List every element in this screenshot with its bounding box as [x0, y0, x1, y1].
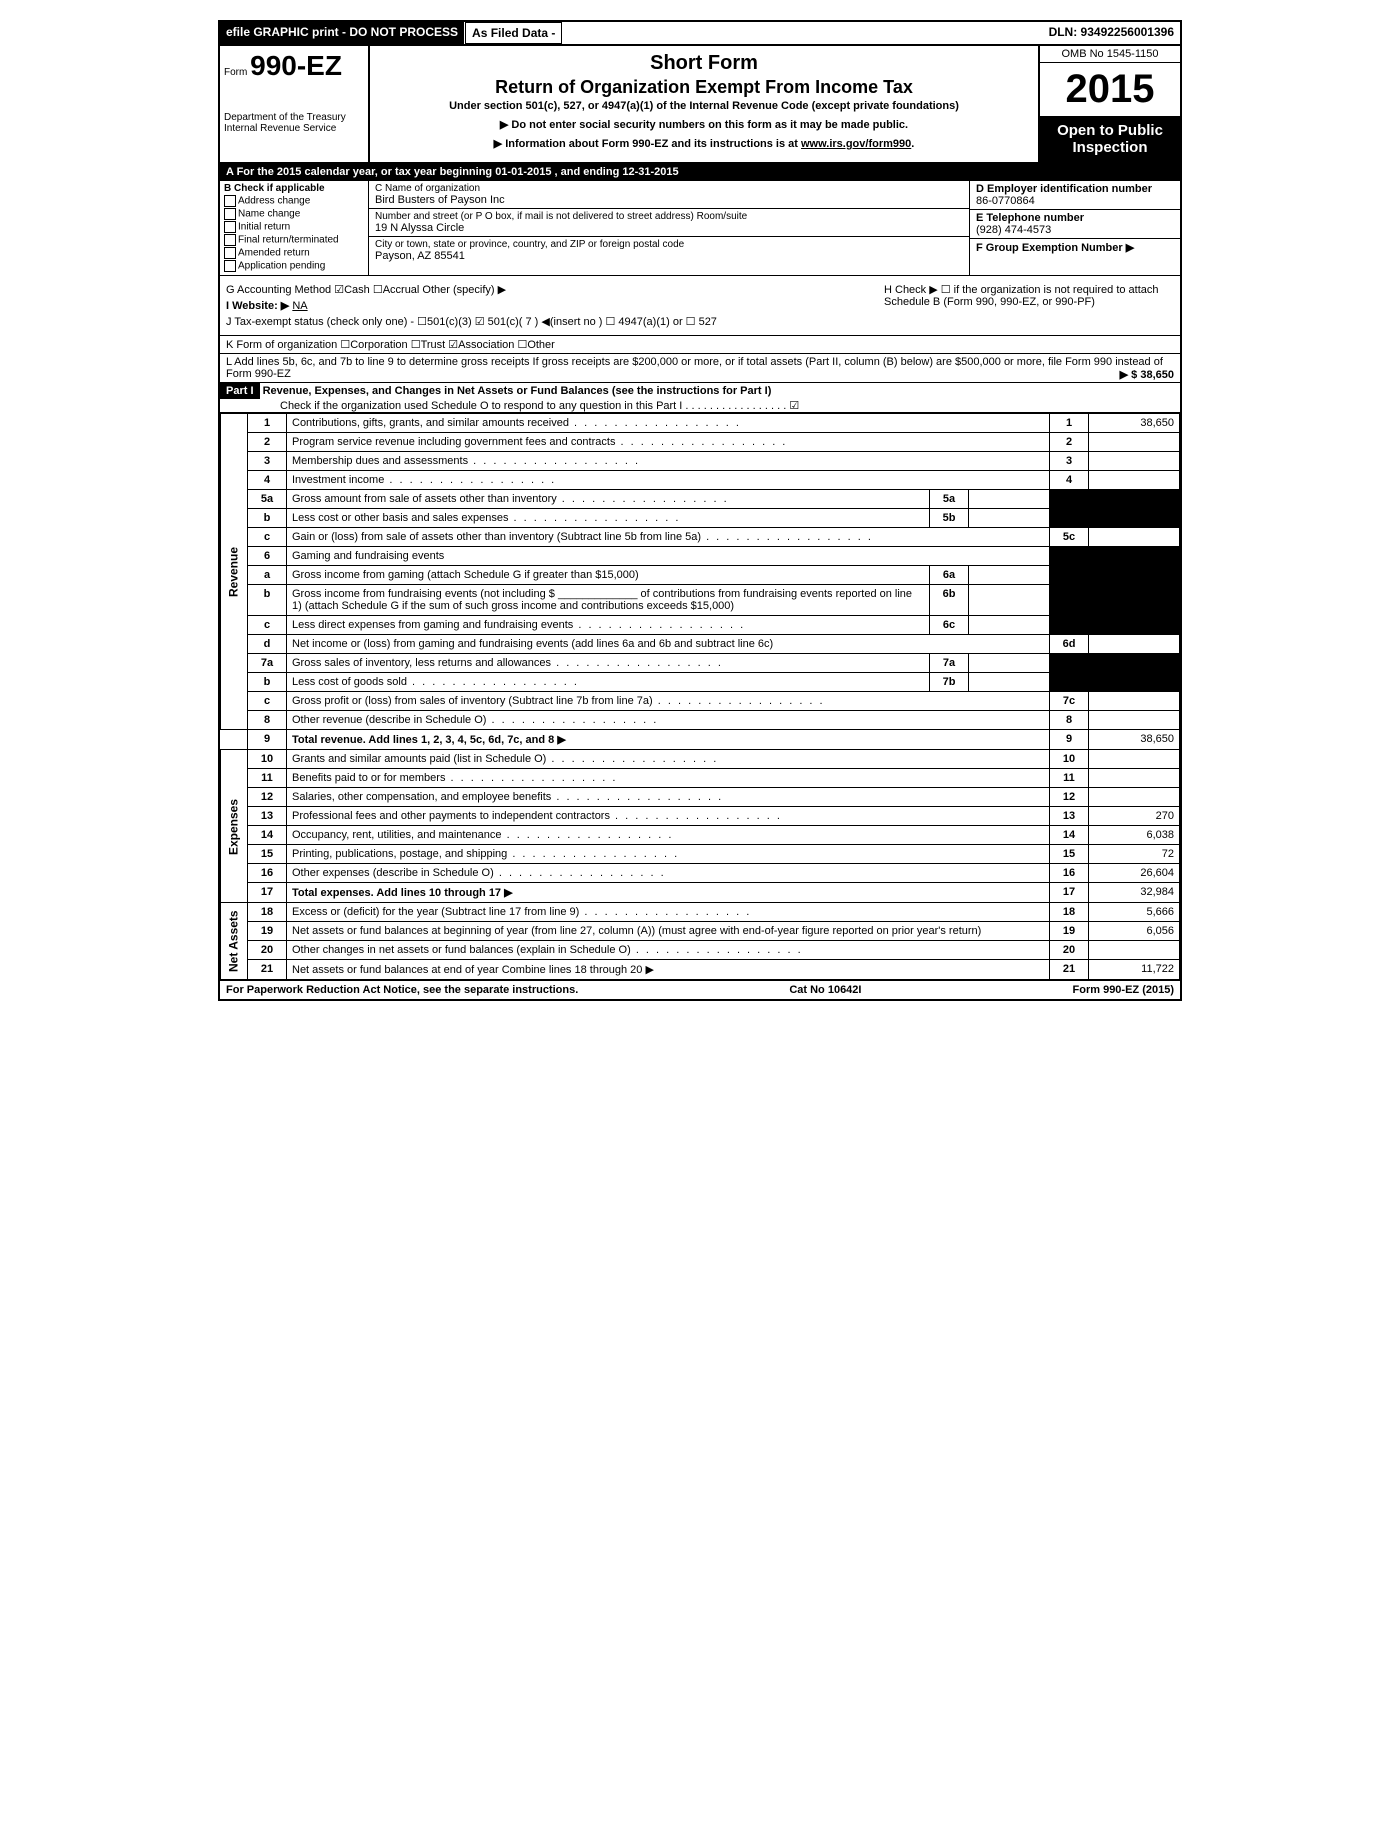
- header-left: Form 990-EZ Department of the Treasury I…: [220, 46, 370, 162]
- top-bar: efile GRAPHIC print - DO NOT PROCESS As …: [220, 22, 1180, 46]
- paperwork-notice: For Paperwork Reduction Act Notice, see …: [226, 984, 578, 996]
- identity-row: B Check if applicable Address change Nam…: [220, 181, 1180, 276]
- ein: 86-0770864: [976, 195, 1174, 207]
- expenses-label: Expenses: [221, 750, 248, 903]
- line-k: K Form of organization ☐Corporation ☐Tru…: [220, 336, 1180, 354]
- box-b: B Check if applicable Address change Nam…: [220, 181, 369, 275]
- header-title: Short Form Return of Organization Exempt…: [370, 46, 1038, 162]
- accounting-method: G Accounting Method ☑Cash ☐Accrual Other…: [226, 283, 874, 296]
- website-line: I Website: ▶ NA: [226, 299, 874, 312]
- form-number: 990-EZ: [250, 50, 342, 81]
- check-final-return[interactable]: Final return/terminated: [224, 234, 364, 246]
- form-header: Form 990-EZ Department of the Treasury I…: [220, 46, 1180, 164]
- irs-link[interactable]: www.irs.gov/form990: [801, 138, 911, 150]
- netassets-label: Net Assets: [221, 903, 248, 980]
- gross-receipts: ▶ $ 38,650: [1120, 368, 1174, 381]
- phone: (928) 474-4573: [976, 224, 1174, 236]
- dln-number: DLN: 93492256001396: [1043, 22, 1180, 44]
- header-right: OMB No 1545-1150 2015 Open to Public Ins…: [1038, 46, 1180, 162]
- revenue-label: Revenue: [221, 414, 248, 730]
- group-exemption: F Group Exemption Number ▶: [976, 241, 1174, 254]
- check-name-change[interactable]: Name change: [224, 208, 364, 220]
- part1-title: Revenue, Expenses, and Changes in Net As…: [263, 385, 772, 397]
- efile-notice: efile GRAPHIC print - DO NOT PROCESS: [220, 22, 465, 44]
- as-filed-label: As Filed Data -: [465, 22, 562, 44]
- check-application-pending[interactable]: Application pending: [224, 260, 364, 272]
- part1-label: Part I: [220, 383, 260, 399]
- check-initial-return[interactable]: Initial return: [224, 221, 364, 233]
- part1-check: Check if the organization used Schedule …: [220, 399, 1180, 412]
- org-name: Bird Busters of Payson Inc: [375, 194, 963, 206]
- form-990ez-page: efile GRAPHIC print - DO NOT PROCESS As …: [218, 20, 1182, 1001]
- tax-year: 2015: [1040, 63, 1180, 116]
- form-ref: Form 990-EZ (2015): [1073, 984, 1174, 996]
- org-city: Payson, AZ 85541: [375, 250, 963, 262]
- cat-no: Cat No 10642I: [789, 984, 861, 996]
- check-amended-return[interactable]: Amended return: [224, 247, 364, 259]
- org-street: 19 N Alyssa Circle: [375, 222, 963, 234]
- info-gh: G Accounting Method ☑Cash ☐Accrual Other…: [220, 276, 1180, 336]
- section-a-tax-year: A For the 2015 calendar year, or tax yea…: [220, 164, 1180, 181]
- schedule-b-check: H Check ▶ ☐ if the organization is not r…: [884, 283, 1174, 308]
- box-def: D Employer identification number 86-0770…: [969, 181, 1180, 275]
- page-footer: For Paperwork Reduction Act Notice, see …: [220, 980, 1180, 999]
- tax-exempt-status: J Tax-exempt status (check only one) - ☐…: [226, 315, 874, 328]
- lines-table: Revenue 1Contributions, gifts, grants, a…: [220, 413, 1180, 980]
- check-address-change[interactable]: Address change: [224, 195, 364, 207]
- box-c: C Name of organization Bird Busters of P…: [369, 181, 969, 275]
- omb-number: OMB No 1545-1150: [1040, 46, 1180, 63]
- line-l: L Add lines 5b, 6c, and 7b to line 9 to …: [220, 354, 1180, 383]
